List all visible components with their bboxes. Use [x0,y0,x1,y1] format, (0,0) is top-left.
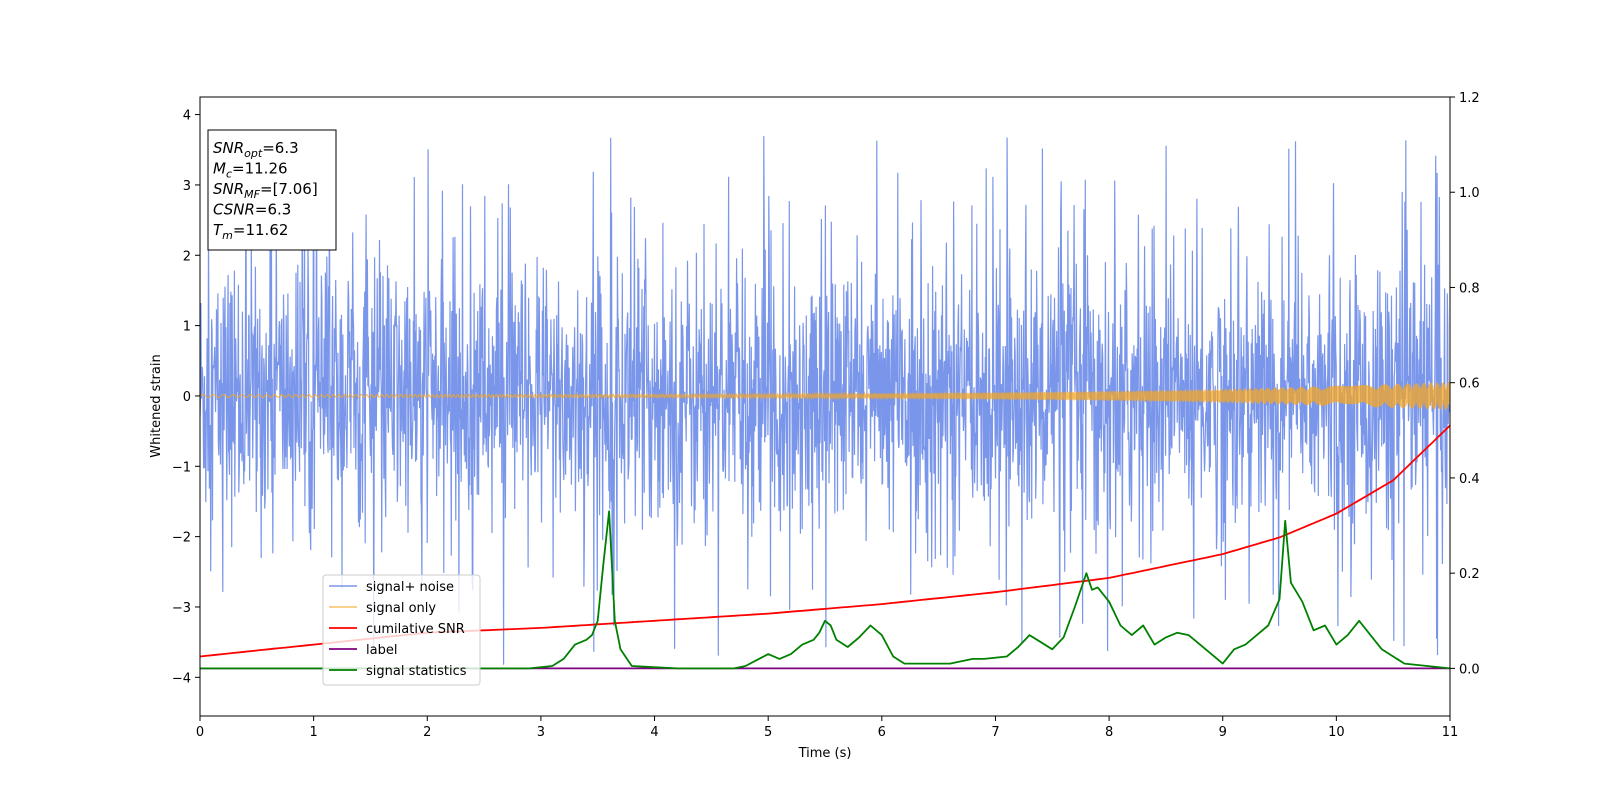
x-tick-label: 2 [423,725,431,740]
y-left-tick-label: −4 [172,671,191,686]
legend-frame [322,574,481,686]
x-tick-label: 8 [1105,725,1113,740]
info-line: Tm=11.62 [213,221,288,242]
y-left-tick-label: 2 [183,249,191,264]
y-left-tick-label: 4 [183,109,191,124]
legend-entry: signal+ noise [366,580,454,595]
x-tick-label: 4 [650,725,658,740]
x-tick-label: 1 [309,725,317,740]
axes-layer: 0 1 2 3 4 5 6 7 8 9 10 1143210−1−2−3−41.21.00.80.60… [172,91,1480,740]
x-tick-label: 7 [991,725,999,740]
x-axis-label: Time (s) [798,746,852,761]
legend-entry: cumilative SNR [366,622,465,637]
info-line: Mc=11.26 [213,160,288,181]
y-right-tick-label: 0.2 [1459,567,1480,582]
y-left-tick-label: 0 [183,390,191,405]
x-tick-label: 0 [196,725,204,740]
y-right-tick-label: 0.8 [1459,281,1480,296]
info-line: SNRopt=6.3 [213,139,299,160]
legend-entry: signal statistics [366,664,467,679]
y-left-tick-label: −1 [172,460,191,475]
y-left-tick-label: 1 [183,320,191,335]
x-tick-label: 11 [1442,725,1459,740]
series-signal-statistics [200,510,1450,670]
series-signal-noise [200,136,1450,665]
y-right-tick-label: 1.0 [1459,186,1480,201]
y-right-tick-label: 0.0 [1459,662,1480,677]
legend-entry: signal only [366,601,436,616]
y-right-tick-label: 1.2 [1459,91,1480,106]
y-left-tick-label: −3 [172,601,191,616]
legend-entry: label [366,643,397,658]
series-signal-only [200,382,1450,410]
x-tick-label: 6 [878,725,886,740]
info-line: CSNR=6.3 [213,201,291,219]
legend: signal+ noise signal only cumilative SNR la… [322,574,481,686]
plot-frame [199,96,1451,717]
x-tick-label: 10 [1328,725,1345,740]
y-axis-label: Whitened strain [149,354,164,457]
y-left-tick-label: −2 [172,531,191,546]
info-box-frame [207,129,337,251]
info-line: SNRMF=[7.06] [213,180,318,201]
x-tick-label: 5 [764,725,772,740]
x-tick-label: 9 [1219,725,1227,740]
y-left-tick-label: 3 [183,179,191,194]
y-right-tick-label: 0.6 [1459,377,1480,392]
y-right-tick-label: 0.4 [1459,472,1480,487]
x-tick-label: 3 [537,725,545,740]
